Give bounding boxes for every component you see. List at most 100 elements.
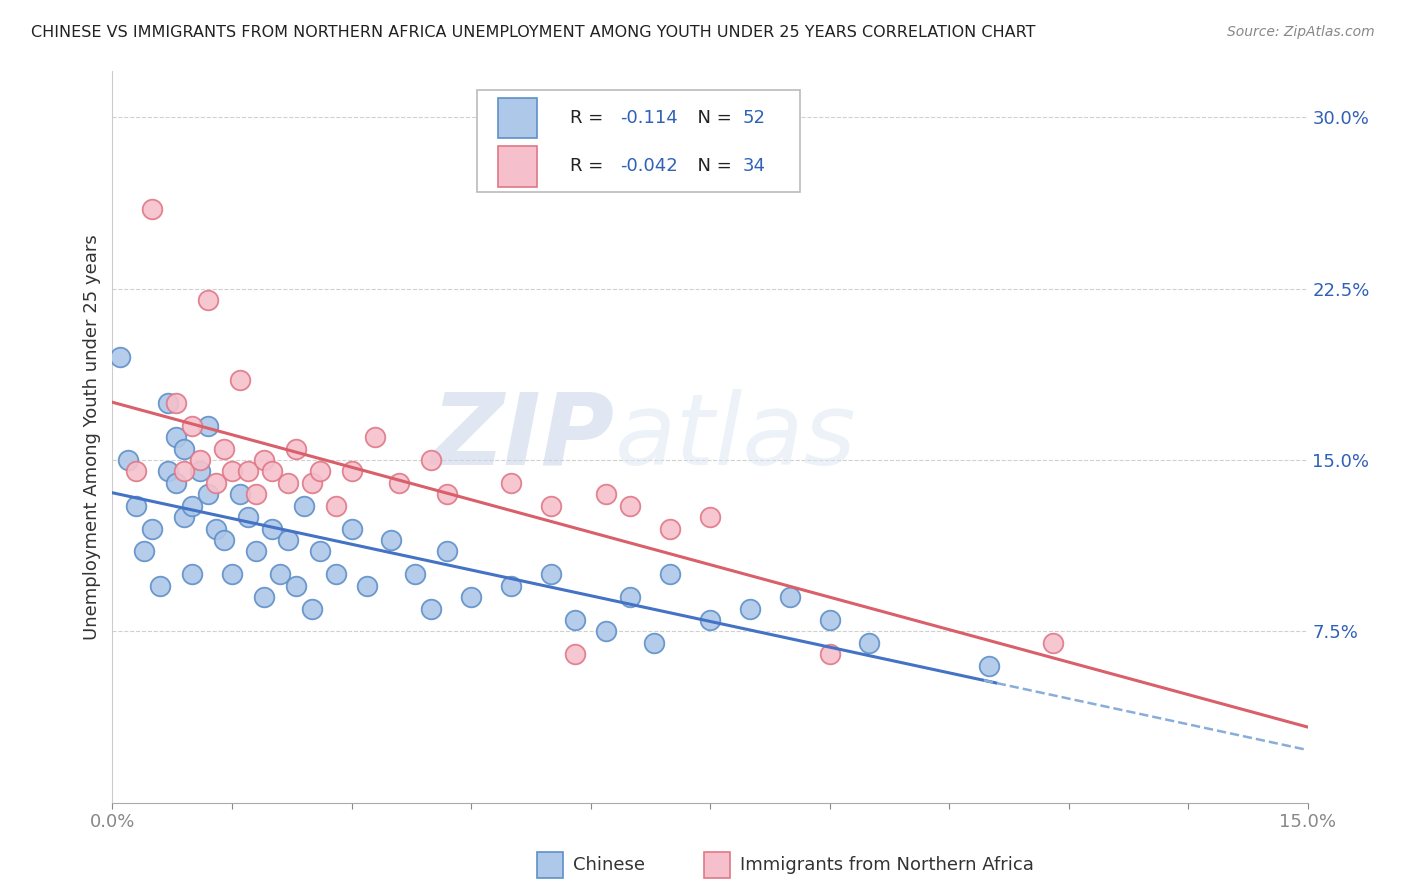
Point xyxy=(110,350,132,364)
Point xyxy=(173,464,195,478)
Text: Source: ZipAtlas.com: Source: ZipAtlas.com xyxy=(1227,25,1375,39)
Text: atlas: atlas xyxy=(614,389,856,485)
Point xyxy=(197,293,219,307)
Point xyxy=(212,442,235,456)
FancyBboxPatch shape xyxy=(704,852,730,878)
Point xyxy=(436,487,458,501)
Point xyxy=(499,475,522,490)
Point xyxy=(659,521,682,535)
Point xyxy=(340,464,363,478)
Point xyxy=(236,464,259,478)
Point xyxy=(212,533,235,547)
Point xyxy=(380,533,402,547)
Point xyxy=(253,453,276,467)
Point xyxy=(420,601,443,615)
Point xyxy=(1042,636,1064,650)
Point xyxy=(643,636,665,650)
Text: N =: N = xyxy=(686,158,738,176)
Point xyxy=(141,202,163,216)
Text: R =: R = xyxy=(571,158,609,176)
Point xyxy=(659,567,682,582)
Point xyxy=(540,499,562,513)
Point xyxy=(157,464,180,478)
Point xyxy=(292,499,315,513)
Y-axis label: Unemployment Among Youth under 25 years: Unemployment Among Youth under 25 years xyxy=(83,235,101,640)
Point xyxy=(540,567,562,582)
Point xyxy=(134,544,156,558)
Point xyxy=(699,510,721,524)
Point xyxy=(173,510,195,524)
Point xyxy=(308,544,330,558)
Point xyxy=(125,499,148,513)
Text: R =: R = xyxy=(571,110,609,128)
Point xyxy=(420,453,443,467)
Point xyxy=(181,499,204,513)
Point xyxy=(564,647,586,661)
Point xyxy=(436,544,458,558)
Point xyxy=(236,510,259,524)
Point xyxy=(269,567,291,582)
Point xyxy=(245,544,267,558)
Point xyxy=(197,418,219,433)
Point xyxy=(260,521,283,535)
Point xyxy=(260,464,283,478)
Point xyxy=(977,658,1000,673)
Point xyxy=(325,567,347,582)
Point xyxy=(356,579,378,593)
Point xyxy=(460,590,482,604)
Point xyxy=(277,475,299,490)
Point xyxy=(619,499,641,513)
Point xyxy=(117,453,139,467)
Point xyxy=(277,533,299,547)
Point xyxy=(205,521,228,535)
Point xyxy=(699,613,721,627)
Point xyxy=(188,453,211,467)
Text: 52: 52 xyxy=(742,110,765,128)
Point xyxy=(364,430,387,444)
Point xyxy=(301,601,323,615)
Point xyxy=(388,475,411,490)
FancyBboxPatch shape xyxy=(499,146,537,186)
Point xyxy=(229,373,252,387)
Point xyxy=(340,521,363,535)
Point xyxy=(499,579,522,593)
Point xyxy=(595,487,617,501)
Point xyxy=(181,567,204,582)
Text: 34: 34 xyxy=(742,158,765,176)
Point xyxy=(404,567,426,582)
Point xyxy=(564,613,586,627)
Point xyxy=(229,487,252,501)
Point xyxy=(141,521,163,535)
Point xyxy=(284,579,307,593)
Text: ZIP: ZIP xyxy=(432,389,614,485)
Point xyxy=(253,590,276,604)
Text: CHINESE VS IMMIGRANTS FROM NORTHERN AFRICA UNEMPLOYMENT AMONG YOUTH UNDER 25 YEA: CHINESE VS IMMIGRANTS FROM NORTHERN AFRI… xyxy=(31,25,1035,40)
Point xyxy=(245,487,267,501)
Point xyxy=(173,442,195,456)
Point xyxy=(165,396,187,410)
Point xyxy=(221,464,243,478)
Point xyxy=(188,464,211,478)
Text: -0.042: -0.042 xyxy=(620,158,678,176)
Point xyxy=(284,442,307,456)
Point xyxy=(165,430,187,444)
Point xyxy=(301,475,323,490)
Point xyxy=(779,590,801,604)
Point xyxy=(221,567,243,582)
Text: N =: N = xyxy=(686,110,738,128)
Point xyxy=(205,475,228,490)
Point xyxy=(595,624,617,639)
FancyBboxPatch shape xyxy=(537,852,562,878)
Point xyxy=(125,464,148,478)
Text: Immigrants from Northern Africa: Immigrants from Northern Africa xyxy=(740,856,1033,874)
Point xyxy=(619,590,641,604)
Point xyxy=(818,647,841,661)
FancyBboxPatch shape xyxy=(477,90,800,192)
Point xyxy=(197,487,219,501)
Point xyxy=(858,636,880,650)
Text: Chinese: Chinese xyxy=(572,856,644,874)
Point xyxy=(157,396,180,410)
Point xyxy=(308,464,330,478)
Point xyxy=(181,418,204,433)
Point xyxy=(738,601,761,615)
